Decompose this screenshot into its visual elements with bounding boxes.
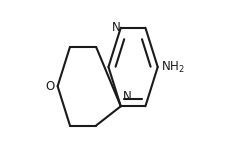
- Text: N: N: [112, 21, 120, 34]
- Text: N: N: [123, 90, 132, 103]
- Text: O: O: [45, 80, 54, 93]
- Text: NH$_2$: NH$_2$: [161, 59, 185, 75]
